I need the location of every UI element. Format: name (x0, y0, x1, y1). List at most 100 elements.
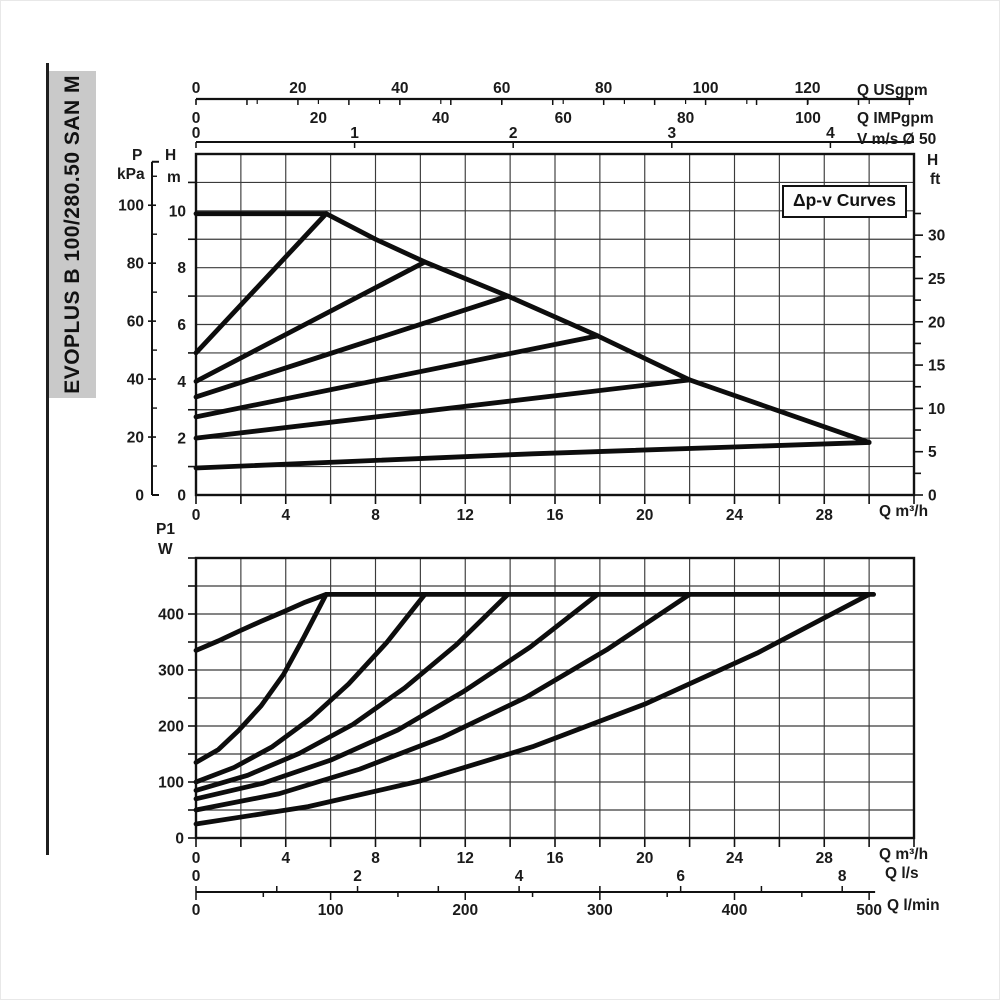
series-power-max-speed (193, 592, 877, 653)
svg-text:0: 0 (192, 110, 201, 127)
svg-text:2: 2 (177, 431, 186, 448)
svg-text:60: 60 (127, 314, 144, 331)
series-dpv-setting-3 (193, 293, 511, 400)
series-power-setting-1 (193, 592, 329, 765)
svg-text:16: 16 (546, 850, 564, 867)
svg-text:0: 0 (135, 488, 144, 505)
power-axis-header-p1: P1 (156, 521, 175, 538)
svg-text:40: 40 (432, 110, 449, 127)
svg-text:10: 10 (928, 401, 945, 418)
series-power-setting-5 (193, 592, 693, 813)
svg-text:80: 80 (595, 80, 612, 97)
pressure-axis-header-p: P (132, 147, 143, 164)
svg-text:28: 28 (816, 507, 834, 524)
svg-text:1: 1 (350, 125, 359, 142)
svg-text:0: 0 (192, 125, 201, 142)
model-name-label: EVOPLUS B 100/280.50 SAN M (60, 75, 84, 394)
series-max-speed-envelope (323, 211, 872, 445)
svg-text:20: 20 (127, 430, 144, 447)
series-dpv-setting-5 (193, 377, 693, 441)
power-x3-axis-lmin: 0 100 200 300 400 500 (192, 892, 882, 919)
svg-text:4: 4 (826, 125, 835, 142)
impgpm-axis-unit: Q IMPgpm (857, 110, 934, 127)
power-chart-grid (194, 556, 916, 840)
svg-text:2: 2 (353, 868, 362, 885)
series-power-setting-6 (193, 592, 872, 827)
svg-text:0: 0 (192, 80, 201, 97)
head-axis-header-m: m (167, 169, 181, 186)
svg-text:6: 6 (177, 317, 186, 334)
power-chart-series (193, 592, 877, 827)
head-chart-grid (194, 152, 916, 497)
velocity-axis-unit: V m/s Ø 50 (857, 131, 937, 148)
power-x-axis-m3h: 0 4 8 12 16 20 24 28 (192, 839, 915, 867)
svg-text:100: 100 (158, 775, 184, 792)
svg-text:8: 8 (371, 507, 380, 524)
svg-text:28: 28 (816, 850, 834, 867)
svg-text:40: 40 (391, 80, 408, 97)
svg-text:300: 300 (587, 902, 613, 919)
svg-text:100: 100 (118, 198, 144, 215)
power-x2-axis-ls: 0 2 4 6 8 (192, 868, 876, 893)
head-x-axis-m3h: 0 4 8 12 16 20 24 28 (192, 496, 915, 524)
svg-text:20: 20 (289, 80, 306, 97)
svg-text:100: 100 (795, 110, 821, 127)
series-dpv-setting-6 (193, 440, 872, 471)
usgpm-axis-unit: Q USgpm (857, 82, 928, 99)
power-y-axis-w: 0 100 200 300 400 (158, 557, 195, 848)
svg-text:200: 200 (452, 902, 478, 919)
power-axis-header-w: W (158, 541, 173, 558)
series-power-setting-2 (193, 592, 428, 785)
pressure-axis-header-kpa: kPa (117, 166, 145, 183)
svg-text:0: 0 (175, 831, 184, 848)
svg-text:60: 60 (493, 80, 510, 97)
series-dpv-setting-2 (193, 259, 428, 384)
svg-text:0: 0 (192, 902, 201, 919)
svg-text:16: 16 (546, 507, 564, 524)
svg-text:8: 8 (838, 868, 847, 885)
svg-text:0: 0 (177, 488, 186, 505)
head-x4-axis-velocity: 0 1 2 3 4 (192, 125, 914, 148)
svg-text:0: 0 (192, 850, 201, 867)
svg-text:4: 4 (281, 507, 290, 524)
svg-text:100: 100 (318, 902, 344, 919)
svg-text:60: 60 (555, 110, 572, 127)
svg-text:3: 3 (667, 125, 676, 142)
head-y2-axis-ft: 0 5 10 15 20 25 30 (915, 212, 946, 505)
series-power-setting-3 (193, 592, 511, 793)
head-ft-axis-header-ft: ft (930, 171, 941, 188)
head-x2-axis-usgpm: 0 20 40 60 80 100 120 0 20 40 60 80 100 (192, 80, 914, 127)
series-dpv-setting-1 (193, 211, 329, 356)
svg-text:20: 20 (310, 110, 327, 127)
head-chart-series (193, 211, 872, 471)
svg-text:0: 0 (192, 507, 201, 524)
sidebar-rule (46, 63, 49, 855)
svg-text:25: 25 (928, 271, 946, 288)
flow-axis-unit-bottom: Q m³/h (879, 846, 929, 863)
svg-text:200: 200 (158, 719, 184, 736)
svg-text:400: 400 (722, 902, 748, 919)
head-ft-axis-header-h: H (927, 152, 939, 169)
svg-text:15: 15 (928, 358, 946, 375)
svg-text:80: 80 (127, 256, 144, 273)
svg-text:40: 40 (127, 372, 144, 389)
head-axis-header-h: H (165, 147, 177, 164)
svg-text:12: 12 (457, 850, 474, 867)
series-power-setting-4 (193, 592, 601, 802)
svg-text:100: 100 (693, 80, 719, 97)
model-name-banner: EVOPLUS B 100/280.50 SAN M (49, 71, 96, 398)
dpv-curves-badge: Δp-v Curves (782, 185, 908, 218)
lmin-axis-unit: Q l/min (887, 897, 940, 914)
svg-text:4: 4 (515, 868, 524, 885)
ls-axis-unit: Q l/s (885, 865, 919, 882)
svg-text:20: 20 (636, 850, 653, 867)
svg-text:4: 4 (281, 850, 290, 867)
svg-text:30: 30 (928, 228, 945, 245)
svg-text:24: 24 (726, 507, 744, 524)
svg-text:0: 0 (928, 488, 937, 505)
head-y3-axis-kpa: 0 20 40 60 80 100 (118, 160, 159, 505)
svg-text:4: 4 (177, 374, 186, 391)
svg-text:0: 0 (192, 868, 201, 885)
svg-text:12: 12 (457, 507, 474, 524)
